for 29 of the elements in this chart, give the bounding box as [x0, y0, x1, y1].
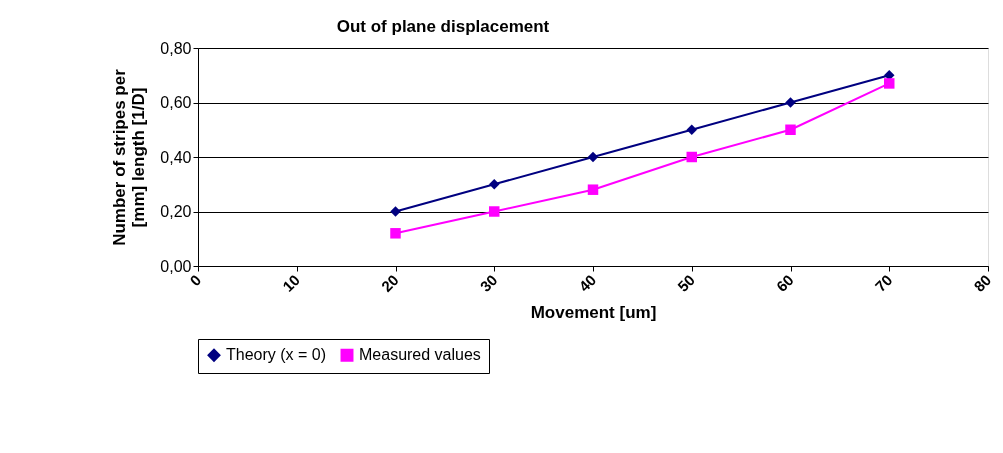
point [489, 206, 500, 217]
legend-label: Theory (x = 0) [226, 346, 327, 364]
point [390, 206, 401, 217]
y-tick-label: 0,80 [160, 39, 192, 57]
y-tick-label: 0,60 [160, 94, 192, 111]
point [489, 179, 500, 190]
x-tick-label: 10 [279, 271, 303, 295]
y-tick-label: 0,20 [160, 203, 192, 220]
x-tick-label: 40 [575, 271, 600, 295]
x-tick-label: 60 [772, 271, 797, 295]
point [686, 151, 697, 163]
x-tick-label: 20 [377, 271, 402, 295]
y-tick-label: 0,40 [160, 148, 192, 166]
legend-label: Measured values [359, 346, 481, 364]
point [884, 78, 895, 89]
text: Number of stripes per [110, 69, 130, 246]
point [785, 97, 796, 108]
point [686, 124, 697, 135]
text: [mm] length [1/D] [129, 87, 149, 228]
point [390, 228, 401, 239]
x-axis-title: Movement [um] [530, 302, 657, 322]
chart-title: Out of plane displacement [336, 17, 550, 36]
x-tick-label: 80 [970, 271, 995, 295]
x-tick-label: 50 [674, 271, 698, 295]
point [587, 151, 599, 163]
x-tick-label: 30 [476, 271, 501, 295]
x-tick-label: 70 [871, 271, 896, 295]
point [587, 184, 599, 195]
point [785, 124, 796, 135]
